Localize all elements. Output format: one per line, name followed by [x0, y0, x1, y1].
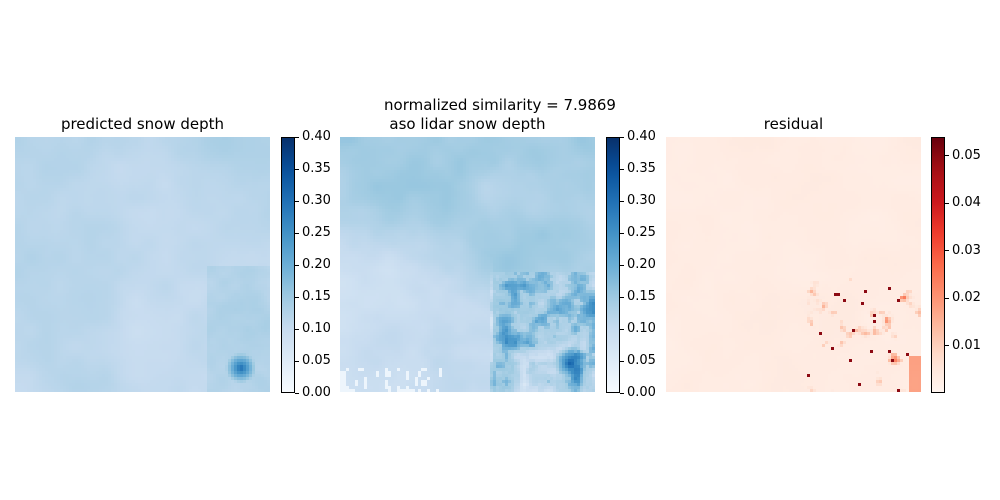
colorbar-tick-label: 0.10: [302, 321, 331, 336]
colorbar-tick: [620, 296, 624, 298]
colorbar-tick-label: 0.05: [302, 353, 331, 368]
colorbar-tick-label: 0.04: [952, 195, 981, 211]
colorbar-tick: [620, 168, 624, 170]
figure-suptitle: normalized similarity = 7.9869: [384, 96, 616, 114]
colorbar-tick: [945, 297, 949, 299]
colorbar-tick: [295, 264, 299, 266]
colorbar-tick-label: 0.01: [952, 337, 981, 353]
colorbar-tick-label: 0.10: [627, 321, 656, 336]
panel-title: residual: [763, 115, 824, 133]
colorbar-tick-label: 0.40: [302, 129, 331, 144]
colorbar-tick: [295, 328, 299, 330]
colorbar-tick-label: 0.03: [952, 242, 981, 258]
colorbar-tick-label: 0.30: [627, 193, 656, 208]
heatmap-image: [340, 137, 595, 392]
colorbar: [606, 137, 620, 393]
colorbar-tick: [620, 200, 624, 202]
colorbar-tick: [620, 232, 624, 234]
colorbar-tick-label: 0.15: [627, 289, 656, 304]
colorbar-tick: [295, 168, 299, 170]
colorbar-tick: [620, 360, 624, 362]
colorbar-tick: [295, 360, 299, 362]
colorbar-tick: [295, 296, 299, 298]
colorbar-tick-label: 0.00: [627, 385, 656, 400]
panel-title: predicted snow depth: [60, 115, 225, 133]
colorbar-tick-label: 0.05: [952, 147, 981, 163]
panel-title: aso lidar snow depth: [389, 115, 546, 133]
colorbar-tick-label: 0.30: [302, 193, 331, 208]
colorbar-tick: [620, 136, 624, 138]
colorbar-tick: [620, 328, 624, 330]
heatmap-image: [15, 137, 270, 392]
colorbar-tick-label: 0.20: [302, 257, 331, 272]
colorbar: [281, 137, 295, 393]
colorbar-tick: [945, 202, 949, 204]
colorbar-tick: [295, 392, 299, 394]
colorbar-tick-label: 0.35: [627, 161, 656, 176]
colorbar-tick: [945, 155, 949, 157]
colorbar-tick: [295, 200, 299, 202]
colorbar-tick: [295, 136, 299, 138]
colorbar-tick-label: 0.00: [302, 385, 331, 400]
colorbar-tick: [620, 264, 624, 266]
heatmap-image: [666, 137, 921, 392]
colorbar-tick-label: 0.02: [952, 290, 981, 306]
colorbar-tick: [295, 232, 299, 234]
colorbar-tick-label: 0.15: [302, 289, 331, 304]
colorbar-tick-label: 0.25: [627, 225, 656, 240]
colorbar-tick-label: 0.40: [627, 129, 656, 144]
colorbar-tick-label: 0.25: [302, 225, 331, 240]
colorbar-tick: [945, 250, 949, 252]
colorbar-tick-label: 0.05: [627, 353, 656, 368]
colorbar-tick-label: 0.35: [302, 161, 331, 176]
colorbar-tick: [945, 345, 949, 347]
colorbar-tick: [620, 392, 624, 394]
colorbar-tick-label: 0.20: [627, 257, 656, 272]
colorbar: [931, 137, 945, 393]
